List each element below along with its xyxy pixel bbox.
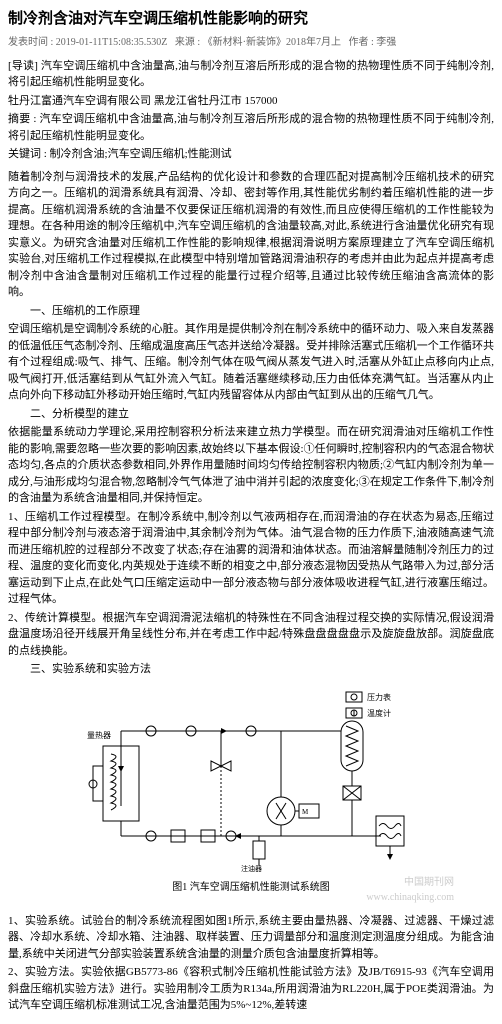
article-title: 制冷剂含油对汽车空调压缩机性能影响的研究	[8, 8, 494, 31]
svg-text:量热器: 量热器	[87, 730, 111, 740]
affiliation: 牡丹江富通汽车空调有限公司 黑龙江省牡丹江市 157000	[8, 93, 494, 110]
section-2-body-1: 依据能量系统动力学理论,采用控制容积分析法来建立热力学模型。而在研究润滑油对压缩…	[8, 424, 494, 507]
figure-1: 压力表 温度计 量热器	[8, 686, 494, 905]
section-1-body: 空调压缩机是空调制冷系统的心脏。其作用是提供制冷剂在制冷系统中的循环动力、吸入来…	[8, 321, 494, 404]
section-3-body-2: 2、实验方法。实验依据GB5773-86《容积式制冷压缩机性能试验方法》及JB/…	[8, 964, 494, 1014]
article-meta: 发表时间 : 2019-01-11T15:08:35.530Z 来源 : 《新材…	[8, 35, 494, 50]
pressure-gauge-label: 压力表	[367, 692, 391, 702]
section-3-title: 三、实验系统和实验方法	[8, 661, 494, 678]
section-2-body-3: 2、传统计算模型。根据汽车空调润滑泥法缩机的特殊性在不同含油程过程交换的实际情况…	[8, 610, 494, 660]
publish-time: 发表时间 : 2019-01-11T15:08:35.530Z	[8, 37, 167, 48]
svg-text:注油器: 注油器	[241, 864, 262, 873]
author: 作者 : 李强	[348, 37, 396, 48]
section-2-body-2: 1、压缩机工作过程模型。在制冷系统中,制冷剂以气液两相存在,而润滑油的存在状态为…	[8, 509, 494, 608]
intro-paragraph: 随着制冷剂与润滑技术的发展,产品结构的优化设计和参数的合理匹配对提高制冷压缩机技…	[8, 169, 494, 301]
section-2-title: 二、分析模型的建立	[8, 406, 494, 423]
svg-text:M: M	[302, 808, 309, 816]
source: 来源 : 《新材料·新装饰》2018年7月上	[175, 37, 341, 48]
system-diagram: 压力表 温度计 量热器	[81, 686, 421, 876]
keywords: 关键词 : 制冷剂含油;汽车空调压缩机;性能测试	[8, 146, 494, 163]
section-1-title: 一、压缩机的工作原理	[8, 303, 494, 320]
lead-paragraph: [导读] 汽车空调压缩机中含油量高,油与制冷剂互溶后所形成的混合物的热物理性质不…	[8, 58, 494, 91]
temp-gauge-label: 温度计	[367, 708, 391, 718]
section-3-body-1: 1、实验系统。试验台的制冷系统流程图如图1所示,系统主要由量热器、冷凝器、过滤器…	[8, 913, 494, 963]
abstract: 摘要 : 汽车空调压缩机中含油量高,油与制冷剂互溶后所形成的混合物的热物理性质不…	[8, 111, 494, 144]
